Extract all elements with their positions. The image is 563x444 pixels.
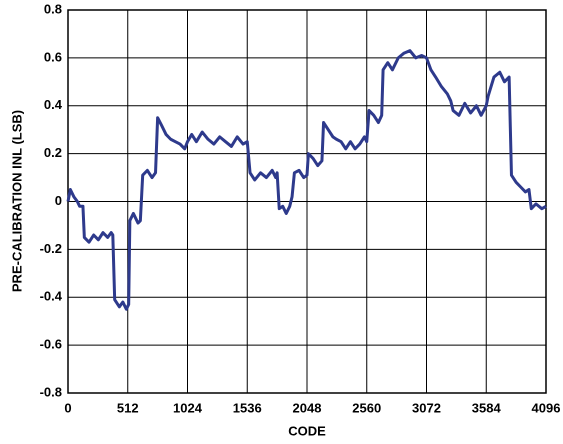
x-tick-label: 3584: [472, 400, 502, 415]
x-tick-label: 1024: [173, 400, 203, 415]
y-tick-label: -0.2: [40, 241, 62, 256]
x-tick-label: 3072: [412, 400, 441, 415]
x-tick-label: 4096: [532, 400, 561, 415]
x-tick-label: 1536: [233, 400, 262, 415]
y-tick-label: 0.2: [44, 145, 62, 160]
y-tick-label: -0.6: [40, 337, 62, 352]
y-tick-label: 0.4: [44, 97, 63, 112]
x-tick-label: 2048: [293, 400, 322, 415]
data-line: [66, 49, 547, 311]
y-tick-label: 0: [55, 193, 62, 208]
x-tick-label: 0: [64, 400, 71, 415]
x-tick-label: 512: [117, 400, 139, 415]
y-axis-label: PRE-CALIBRATION INL (LSB): [9, 110, 24, 292]
y-tick-label: 0.8: [44, 1, 62, 16]
x-axis-label: CODE: [288, 423, 326, 438]
y-tick-label: 0.6: [44, 49, 62, 64]
y-tick-label: -0.4: [40, 289, 63, 304]
y-tick-label: -0.8: [40, 384, 62, 399]
x-tick-label: 2560: [352, 400, 381, 415]
